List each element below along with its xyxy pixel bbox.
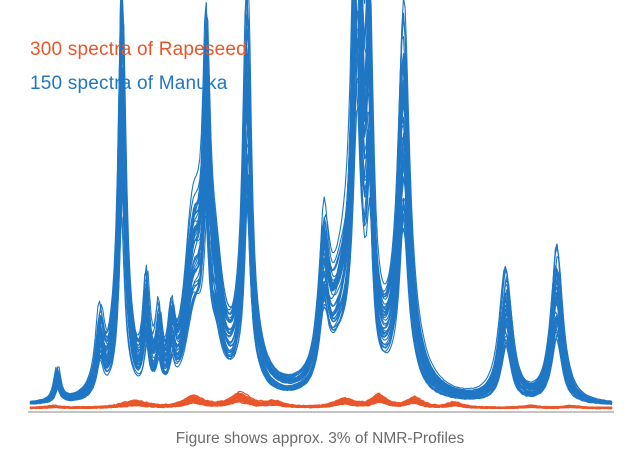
manuka-series bbox=[29, 0, 613, 406]
figure-caption: Figure shows approx. 3% of NMR-Profiles bbox=[175, 430, 465, 447]
legend-manuka-label: 150 spectra of Manuka bbox=[30, 73, 228, 94]
manuka-spectrum-line bbox=[29, 0, 613, 403]
rapeseed-spectrum-line bbox=[29, 390, 612, 409]
rapeseed-series bbox=[29, 390, 613, 410]
legend-rapeseed-label: 300 spectra of Rapeseed bbox=[30, 39, 247, 60]
